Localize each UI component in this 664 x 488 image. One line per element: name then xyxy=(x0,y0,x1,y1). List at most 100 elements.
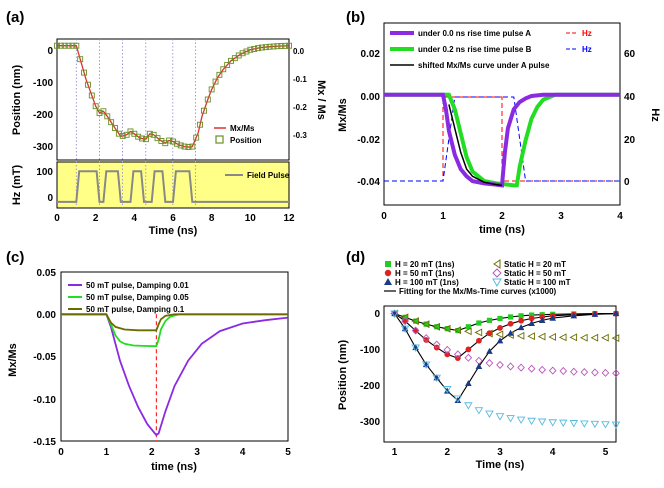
panel-b-ytick-right: 20 xyxy=(624,135,636,146)
panel-d-legend: H = 20 mT (1ns) Static H = 20 mT H = 50 … xyxy=(384,259,571,296)
panel-a-legend-position: Position xyxy=(230,136,262,145)
panel-d-point-diamond xyxy=(443,345,452,354)
panel-d-point-square xyxy=(476,320,482,326)
panel-d-point-diamond xyxy=(496,360,504,369)
panel-d-point-triangle-up xyxy=(538,316,546,323)
panel-d-point-diamond xyxy=(548,366,557,375)
panel-b-xtick: 3 xyxy=(558,211,564,222)
panel-a-ytick-right: -0.3 xyxy=(293,131,307,140)
panel-a-xtick: 4 xyxy=(132,213,138,224)
panel-d-legend-marker-static20 xyxy=(493,259,501,269)
panel-a-position-marker xyxy=(73,42,80,49)
panel-a-xtick: 10 xyxy=(245,213,257,224)
panel-b-xlabel: time (ns) xyxy=(479,224,525,236)
panel-c-ytick: 0.05 xyxy=(37,268,57,279)
panel-c-damping-01-line xyxy=(61,313,288,332)
panel-a-yticks-right: 0.0 -0.1 -0.2 -0.3 xyxy=(293,47,307,140)
panel-d-point-triangle-left xyxy=(495,330,504,339)
panel-d-point-triangle-down xyxy=(442,386,452,394)
panel-d-point-triangle-up xyxy=(443,387,451,394)
panel-d-point-diamond xyxy=(517,363,525,372)
panel-a-position-marker xyxy=(123,131,130,138)
panel-d-point-square xyxy=(423,321,429,327)
panel-d-point-square xyxy=(455,327,461,334)
panel-b-legend: under 0.0 ns rise time pulse A under 0.2… xyxy=(390,29,592,70)
panel-a-lower-ytick: 0 xyxy=(47,193,53,204)
panel-a-position-marker xyxy=(146,130,153,137)
panel-a-position-marker xyxy=(204,96,211,103)
panel-b-label: (b) xyxy=(346,9,365,26)
panel-d-point-triangle-down xyxy=(506,415,515,423)
panel-d-point-triangle-left xyxy=(558,333,567,342)
panel-d-point-triangle-down xyxy=(580,420,589,428)
panel-b-ylabel-left: Mx/Ms xyxy=(337,98,349,132)
panel-d-point-circle xyxy=(518,317,524,324)
panel-a-position-marker xyxy=(197,121,204,128)
panel-d-point-circle xyxy=(476,337,482,344)
panel-a-position-marker xyxy=(239,50,246,57)
panel-b-xtick: 4 xyxy=(617,211,623,222)
panel-a-position-marker xyxy=(150,131,157,138)
panel-d-point-triangle-up xyxy=(591,310,599,317)
panel-d-point-triangle-left xyxy=(569,333,578,342)
panel-a-position-marker xyxy=(139,135,146,142)
panel-d-point-triangle-up xyxy=(549,314,557,321)
panel-d-point-triangle-left xyxy=(579,333,588,342)
panel-d-point-triangle-left xyxy=(590,333,599,342)
panel-d-point-diamond xyxy=(527,364,536,373)
panel-a-xtick: 2 xyxy=(93,213,99,224)
panel-d-legend-fit: Fitting for the Mx/Ms-Time curves (x1000… xyxy=(399,287,557,296)
panel-d-point-circle xyxy=(402,318,408,325)
panel-d-point-triangle-down xyxy=(400,325,410,333)
panel-d-legend-static100: Static H = 100 mT xyxy=(504,278,571,287)
panel-d-point-triangle-down xyxy=(411,344,420,352)
panel-c-legend: 50 mT pulse, Damping 0.01 50 mT pulse, D… xyxy=(68,281,189,314)
panel-b-legend-b: under 0.2 ns rise time pulse B xyxy=(418,45,532,54)
panel-d-xtick: 5 xyxy=(603,447,609,458)
panel-a-position-marker xyxy=(61,42,68,49)
panel-d-point-triangle-down xyxy=(569,420,579,428)
panel-d-point-triangle-left xyxy=(453,326,462,335)
panel-d-point-triangle-left xyxy=(411,317,419,326)
panel-a-position-marker xyxy=(212,78,219,85)
panel-a-lower-ytick: 100 xyxy=(36,167,53,178)
panel-d-point-triangle-down xyxy=(432,374,442,383)
panel-a-ytick-right: 0.0 xyxy=(293,47,305,56)
panel-d-point-circle xyxy=(507,320,514,327)
panel-a-legend: Mx/Ms Position Field Pulse xyxy=(214,124,290,180)
panel-d-point-diamond xyxy=(422,334,430,343)
panel-d-point-triangle-up xyxy=(486,347,493,354)
panel-c-legend-005: 50 mT pulse, Damping 0.05 xyxy=(86,293,189,302)
panel-d-point-square xyxy=(486,317,493,323)
panel-d-point-diamond xyxy=(401,317,409,326)
panel-c-xtick: 2 xyxy=(149,447,155,458)
panel-d-frame xyxy=(383,305,617,443)
panel-a-position-marker xyxy=(282,42,289,49)
panel-b-ytick: 0.02 xyxy=(361,49,381,60)
panel-a-xtick: 6 xyxy=(170,213,176,224)
panel-a-position-marker xyxy=(96,109,103,116)
panel-d-point-diamond xyxy=(559,366,568,376)
panel-a-lower-ylabel: Hz (mT) xyxy=(11,165,23,206)
panel-b-legend-a: under 0.0 ns rise time pulse A xyxy=(418,29,531,38)
panel-b: (b) 0 1 2 3 4 time (ns) 0.02 0.00 -0.02 … xyxy=(337,9,661,236)
panel-a-position-marker xyxy=(185,144,192,150)
panel-d-point-triangle-up xyxy=(465,379,472,387)
panel-b-ylabel-right: Hz xyxy=(649,108,661,122)
panel-a-ylabel-right: Mx / Ms xyxy=(315,80,327,120)
panel-b-yticks-left: 0.02 0.00 -0.02 -0.04 xyxy=(357,49,380,188)
panel-d-point-triangle-left xyxy=(516,331,525,340)
panel-a-position-marker xyxy=(247,46,254,53)
panel-a-position-marker xyxy=(266,43,273,50)
panel-c-ytick: -0.05 xyxy=(33,352,56,363)
panel-a-position-marker xyxy=(77,56,84,63)
panel-a-label: (a) xyxy=(6,9,24,26)
panel-c-xtick: 0 xyxy=(58,447,64,458)
panel-d-point-triangle-down xyxy=(611,421,621,429)
panel-b-xticks: 0 1 2 3 4 xyxy=(381,211,623,222)
panel-d-point-triangle-down xyxy=(590,420,600,429)
panel-a-position-marker xyxy=(189,143,196,150)
panel-d-legend-marker-h20 xyxy=(385,261,391,267)
panel-d-point-triangle-left xyxy=(474,328,483,337)
